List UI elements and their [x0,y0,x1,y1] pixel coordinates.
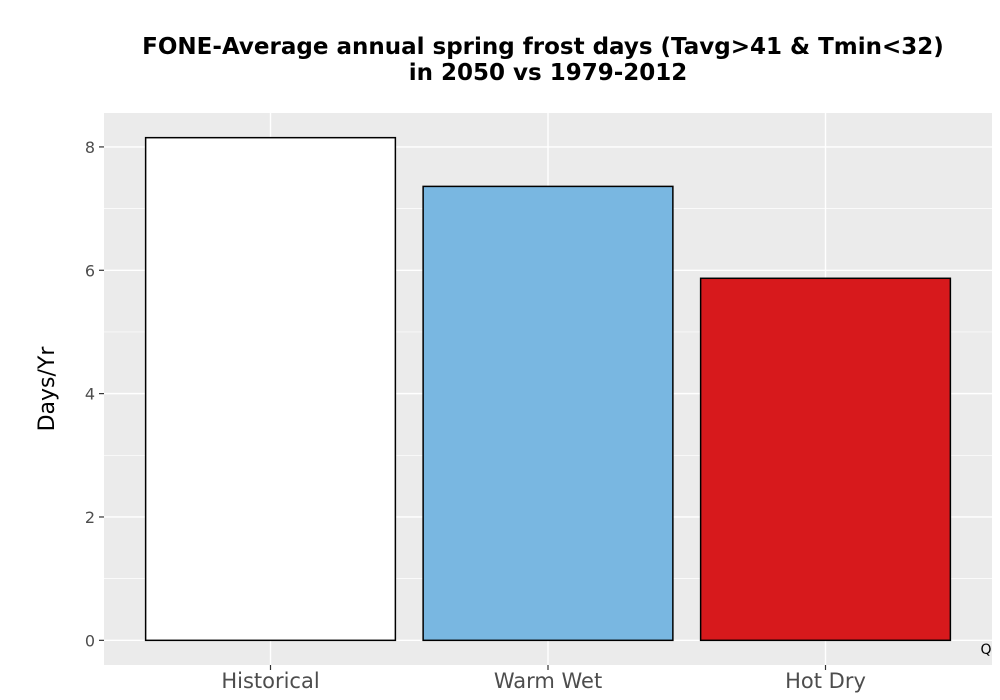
y-tick-label: 0 [85,631,95,650]
bars [144,136,952,642]
chart-title-line-2: in 2050 vs 1979-2012 [409,60,688,86]
x-axis: Historical Warm Wet Hot Dry [221,665,866,693]
chart-title-line-1: FONE-Average annual spring frost days (T… [142,34,944,60]
x-tick-label: Hot Dry [785,669,866,693]
y-axis-label: Days/Yr [35,346,60,432]
bar-hot-dry [699,277,952,642]
y-tick-label: 8 [85,138,95,157]
y-tick-label: 6 [85,261,95,280]
y-axis: 0 2 4 6 8 [85,138,104,650]
x-tick-label: Historical [221,669,319,693]
bar-historical [144,136,397,642]
bar-warm-wet [422,185,674,642]
y-tick-label: 4 [85,385,95,404]
y-tick-label: 2 [85,508,95,527]
corner-mark: Q [980,642,991,658]
x-tick-label: Warm Wet [494,669,602,693]
